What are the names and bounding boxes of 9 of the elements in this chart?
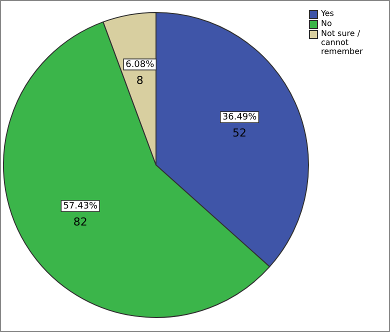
- data-label: 82: [73, 215, 88, 228]
- legend-label: No: [321, 19, 332, 28]
- legend-label: Yes: [321, 9, 334, 18]
- data-label: 8: [136, 74, 144, 87]
- text: 36.49%: [222, 112, 258, 123]
- legend-label: Not sure / cannot remember: [321, 29, 364, 56]
- data-label: 52: [232, 126, 247, 140]
- text: 6.08%: [126, 60, 155, 70]
- text: 57.43%: [63, 201, 98, 212]
